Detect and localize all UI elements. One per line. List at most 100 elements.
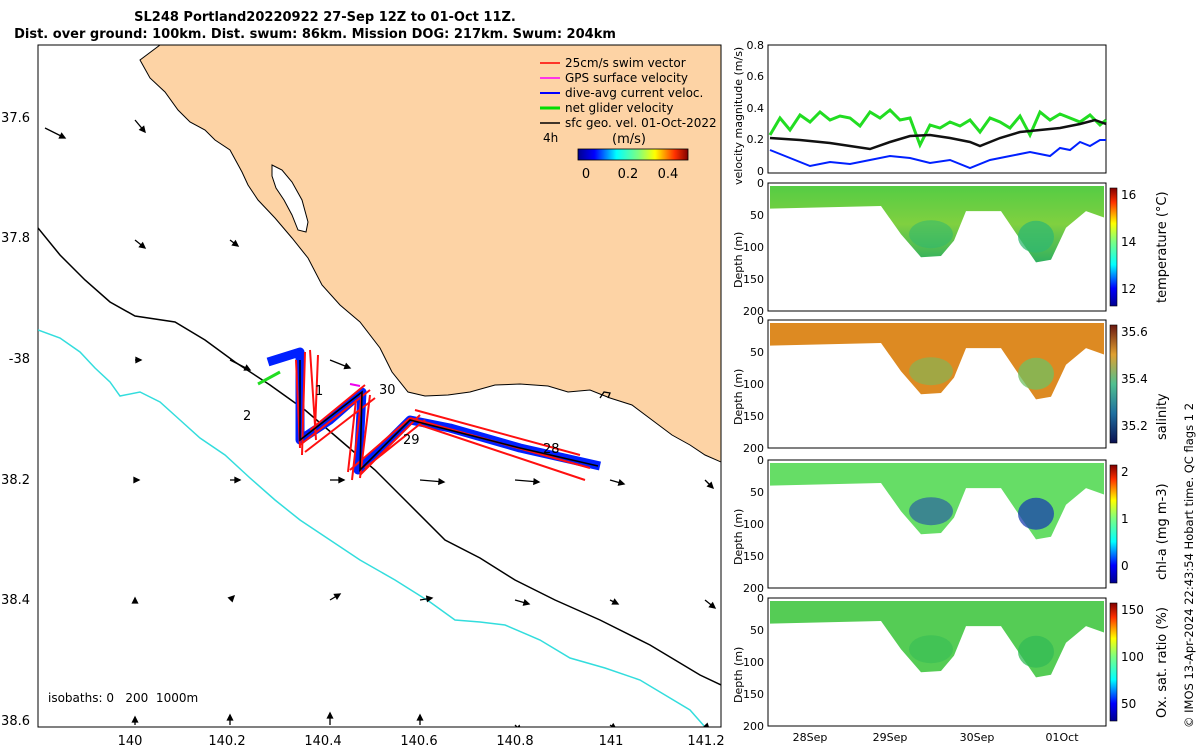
geo-arrowhead [231, 239, 240, 247]
temperature-anomaly [1018, 220, 1054, 253]
depth-tick-label: 150 [743, 550, 764, 563]
time-tick-label: 29Sep [873, 731, 908, 744]
isobath-1000m [38, 329, 706, 727]
coastline-detail [599, 391, 611, 399]
depth-tick-label: 100 [743, 656, 764, 669]
time-tick-label: 01Oct [1045, 731, 1079, 744]
geostrophic-arrows [44, 119, 717, 727]
track-label: 2 [243, 409, 251, 424]
depth-tick-label: 0 [757, 592, 764, 605]
map-title-line1: SL248 Portland20220922 27-Sep 12Z to 01-… [134, 10, 516, 25]
glider-track [299, 360, 599, 472]
geo-arrowhead [703, 722, 710, 727]
geo-arrowhead [706, 481, 715, 490]
geo-arrowhead [617, 479, 626, 486]
land-area [139, 45, 721, 463]
colorbar-unit: (m/s) [612, 132, 646, 147]
colorbar-tick-label: 1 [1121, 512, 1129, 526]
lat-axis: 37.6 37.8 -38 38.2 38.4 38.6 [1, 111, 30, 729]
copyright-note: © IMOS 13-Apr-2024 22:43:54 Hobart time.… [1176, 200, 1196, 730]
map-title-line2: Dist. over ground: 100km. Dist. swum: 86… [14, 27, 616, 42]
velocity-ytick: 0.4 [747, 102, 765, 115]
temperature-ylabel: Depth (m) [732, 232, 745, 288]
geo-arrowhead [135, 356, 143, 364]
lat-tick-label: 38.6 [1, 714, 30, 729]
lat-tick-label: 38.2 [1, 473, 30, 488]
dive-avg-velocity-line [769, 139, 1106, 170]
salinity-ylabel: Depth (m) [732, 369, 745, 425]
chla-panel: 0 50 100 150 200 Depth (m) 0 1 2 chl-a (mg m-3) [732, 454, 1170, 595]
temperature-colorbar [1109, 187, 1118, 307]
legend-label: dive-avg current veloc. [565, 86, 703, 100]
lon-tick-label: 140.4 [304, 734, 341, 749]
geo-arrowhead [610, 722, 616, 727]
legend-label: sfc geo. vel. 01-Oct-2022 [565, 116, 717, 130]
swim-vectors [295, 349, 591, 481]
chla-colorbar [1109, 464, 1118, 584]
geo-arrowhead [533, 477, 541, 486]
colorbar-tick-label: 16 [1121, 188, 1136, 202]
velocity-ylabel: velocity magnitude (m/s) [732, 47, 745, 185]
chla-anomaly [1018, 497, 1054, 530]
salinity-colorbar-label: salinity [1155, 393, 1170, 440]
depth-tick-label: 150 [743, 688, 764, 701]
geo-arrowhead [234, 476, 242, 484]
time-tick-label: 30Sep [960, 731, 995, 744]
colorbar-tick-label: 35.6 [1121, 325, 1148, 339]
lon-axis: 140 140.2 140.4 140.6 140.8 141 141.2 [118, 734, 725, 749]
geo-arrowhead [138, 125, 146, 134]
depth-tick-label: 0 [757, 454, 764, 467]
temperature-panel: 0 50 100 150 200 Depth (m) 12 14 16 temperature (… [732, 177, 1170, 318]
net-velocity-arrow [257, 370, 281, 386]
track-label: 1 [315, 384, 323, 399]
colorbar-tick: 0.4 [658, 167, 679, 182]
speed-colorbar [577, 148, 689, 161]
geo-arrowhead [243, 364, 252, 371]
time-tick-label: 28Sep [793, 731, 828, 744]
depth-tick-label: 50 [750, 624, 764, 637]
geo-arrowhead [438, 477, 446, 486]
oxygen-panel: 0 50 100 150 200 Depth (m) 50 100 150 Ox. sat. ra… [732, 592, 1170, 733]
depth-tick-label: 50 [750, 209, 764, 222]
colorbar-tick-label: 100 [1121, 650, 1144, 664]
legend-label: net glider velocity [565, 101, 673, 115]
map-panel: 30 29 28 2 1 140 140.2 140.4 140.6 140.8… [1, 44, 725, 749]
geo-arrowhead [131, 715, 139, 723]
colorbar-tick: 0 [582, 167, 590, 182]
geo-arrowhead [338, 476, 346, 484]
oxygen-ylabel: Depth (m) [732, 647, 745, 703]
lon-tick-label: 141 [599, 734, 624, 749]
velocity-ytick: 0.2 [747, 133, 765, 146]
lon-tick-label: 140.8 [496, 734, 533, 749]
velocity-panel: 0 0.2 0.4 0.6 0.8 velocity magnitude (m/… [732, 39, 1107, 185]
copyright-text: © IMOS 13-Apr-2024 22:43:54 Hobart time.… [1182, 402, 1196, 728]
track-label: 29 [403, 433, 420, 448]
depth-tick-label: 100 [743, 378, 764, 391]
geo-velocity-line [769, 118, 1107, 151]
colorbar-tick-label: 14 [1121, 235, 1136, 249]
colorbar-tick-label: 35.4 [1121, 372, 1148, 386]
geo-arrowhead [131, 596, 139, 604]
salinity-panel: 0 50 100 150 200 Depth (m) 35.2 35.4 35.6 salinit… [732, 314, 1170, 455]
colorbar-tick-label: 50 [1121, 697, 1136, 711]
map-legend: 25cm/s swim vector GPS surface velocity … [540, 56, 717, 182]
geo-arrowhead [226, 713, 234, 721]
track-label: 30 [379, 383, 396, 398]
depth-tick-label: 0 [757, 314, 764, 327]
gps-velocity-arrow [349, 383, 361, 387]
lon-tick-label: 140.2 [208, 734, 245, 749]
colorbar-tick-label: 0 [1121, 559, 1129, 573]
lat-tick-label: 38.4 [1, 593, 30, 608]
geo-arrowhead [708, 601, 717, 609]
geo-arrowhead [343, 362, 352, 370]
island [271, 164, 309, 233]
isobaths-label: isobaths: 0 200 1000m [48, 691, 198, 705]
geo-velocity-arrow [514, 724, 518, 727]
legend-label: 25cm/s swim vector [565, 56, 686, 70]
oxygen-colorbar [1109, 602, 1118, 722]
depth-tick-label: 200 [743, 720, 764, 733]
geo-arrowhead [416, 713, 424, 721]
chla-anomaly [909, 497, 953, 526]
salinity-colorbar [1109, 324, 1118, 444]
colorbar-tick-label: 150 [1121, 603, 1144, 617]
